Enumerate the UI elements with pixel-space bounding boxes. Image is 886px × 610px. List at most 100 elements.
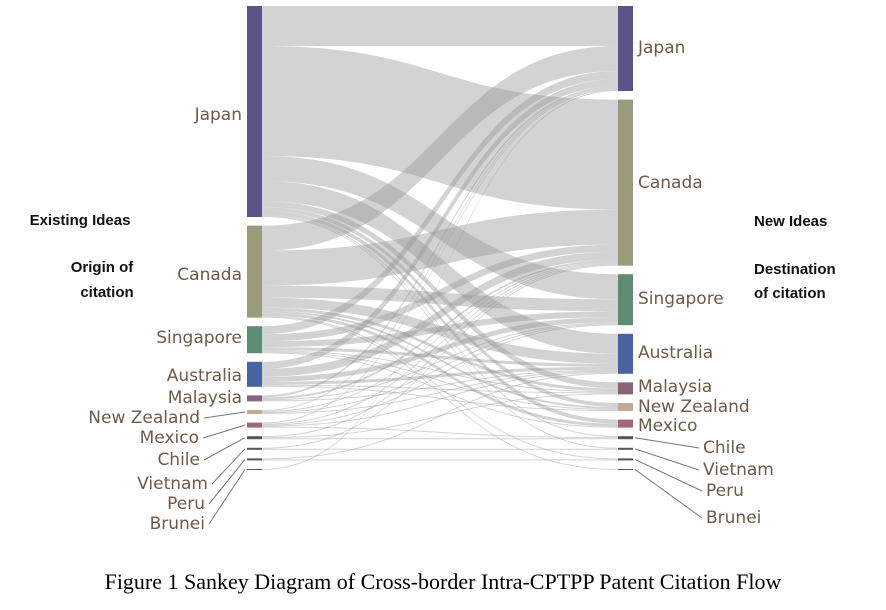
leader-line [203,437,246,461]
flow [262,370,618,414]
flow [262,251,618,377]
leader-line [208,469,246,525]
flow [262,351,618,410]
flow [262,350,618,393]
target-node [618,469,633,470]
flow [262,88,618,411]
flow [262,263,618,438]
flow [262,393,618,439]
target-node [618,403,633,411]
source-label: Peru [167,494,205,514]
left-subheading: citation [80,284,133,301]
leader-line [634,448,700,471]
source-node [247,436,262,440]
flow [262,369,618,402]
source-node [247,458,262,461]
flow [262,384,618,394]
flow [262,181,618,354]
source-label: Vietnam [137,474,208,494]
source-label: Malaysia [168,388,242,408]
flow [262,46,618,251]
source-node [247,395,262,402]
flow [262,215,618,438]
left-heading: Existing Ideas [30,212,131,229]
source-node [247,225,262,318]
flow [262,262,618,425]
target-node [618,458,633,461]
flow [262,459,618,461]
source-node [247,410,262,414]
source-node [247,422,262,428]
links [262,6,618,470]
target-node [618,333,633,374]
target-label: Brunei [706,508,761,528]
flow [262,6,618,46]
right-heading: New Ideas [754,213,827,230]
source-node [247,326,262,354]
flow [262,259,618,400]
leader-line [203,411,246,419]
leader-line [202,424,246,439]
flow [262,207,618,407]
flow [262,315,618,460]
leader-line [634,469,703,519]
flow [262,324,618,426]
nodes: Japan Japan Canada Canada Singapore Singapore… [88,6,774,534]
flow [262,89,618,424]
target-node [618,419,633,428]
flow [262,426,618,439]
source-node [247,469,262,470]
flow [262,79,618,369]
target-label: Chile [703,438,746,458]
flow [262,316,618,470]
source-node [247,447,262,450]
target-node [618,274,633,326]
flow [262,209,618,286]
leader-line [634,437,700,449]
target-label: New Zealand [638,397,750,417]
leader-line [211,448,246,485]
target-node [618,447,633,450]
target-label: Vietnam [703,460,774,480]
left-subheading: Origin of [71,259,134,276]
target-node [618,99,633,266]
source-label: Canada [177,265,242,285]
target-label: Mexico [638,416,697,436]
source-label: Australia [167,366,242,386]
target-label: Peru [706,481,744,501]
leader-line [208,459,246,505]
flow [262,297,618,364]
flow [262,323,618,413]
flow [262,372,618,460]
flow [262,264,618,449]
flow [262,201,618,389]
flow [262,46,618,210]
flow [262,71,618,335]
flow [262,285,618,312]
source-label: New Zealand [88,408,200,428]
flow [262,156,618,300]
flow [262,352,618,428]
target-label: Canada [638,173,703,193]
source-label: Singapore [156,328,242,348]
flow [262,312,618,427]
flow [262,366,618,385]
right-subheading: of citation [754,285,826,302]
source-node [247,6,262,217]
flow [262,385,618,411]
flow [262,307,618,392]
target-node [618,436,633,440]
target-label: Singapore [638,289,724,309]
flow [262,371,618,427]
flow [262,347,618,367]
flow [262,244,618,342]
flow [262,216,618,449]
flow [262,322,618,401]
flow [262,311,618,348]
target-node [618,6,633,91]
source-label: Chile [157,450,200,470]
source-label: Japan [194,105,242,125]
flow [262,317,618,382]
target-label: Malaysia [638,377,712,397]
